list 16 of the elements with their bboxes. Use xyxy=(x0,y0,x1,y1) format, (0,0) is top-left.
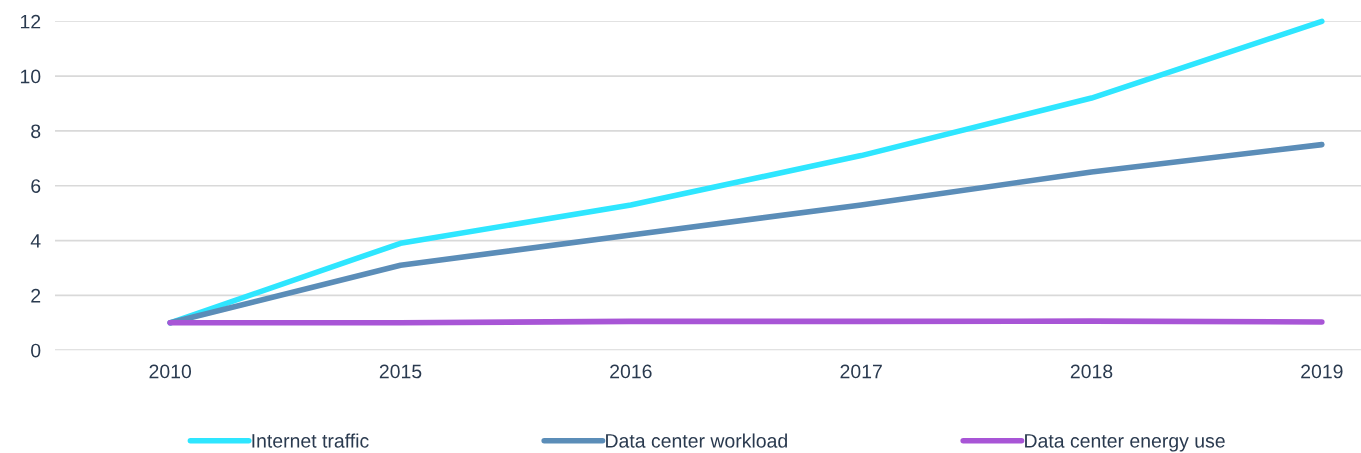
x-tick-label: 2015 xyxy=(379,364,422,379)
y-tick-label: 0 xyxy=(31,343,41,358)
legend-label: Data center workload xyxy=(606,433,787,448)
y-tick-label: 10 xyxy=(20,69,41,84)
y-tick-label: 4 xyxy=(30,234,41,248)
x-tick-label: 2016 xyxy=(610,364,652,379)
x-tick-label: 2019 xyxy=(1301,364,1343,379)
y-tick-label: 12 xyxy=(20,14,41,29)
x-tick-label: 2018 xyxy=(1070,364,1113,379)
legend-label: Internet traffic xyxy=(252,433,369,448)
x-tick-label: 2010 xyxy=(149,364,192,379)
x-tick-label: 2017 xyxy=(840,364,882,379)
y-tick-label: 6 xyxy=(31,179,41,193)
y-tick-label: 2 xyxy=(31,288,41,303)
y-tick-label: 8 xyxy=(31,124,41,139)
legend-label: Data center energy use xyxy=(1025,434,1225,452)
